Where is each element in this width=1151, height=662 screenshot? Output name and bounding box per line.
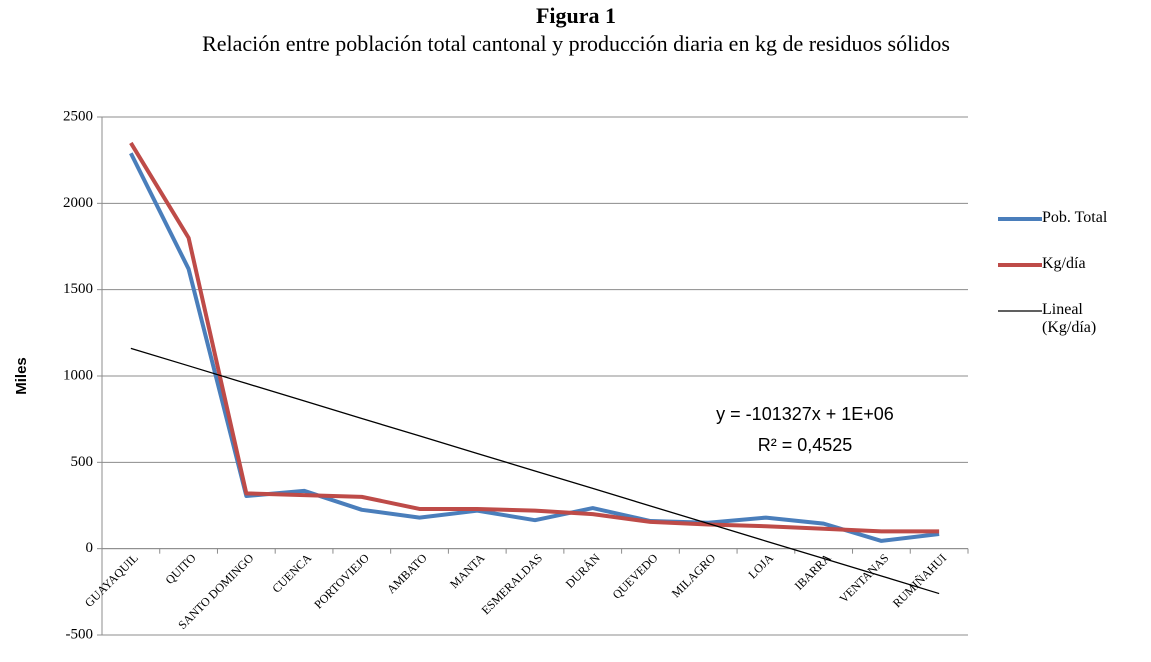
series-line <box>129 141 940 534</box>
annotation: R² = 0,4525 <box>758 435 853 455</box>
legend-entry: Kg/día <box>1042 255 1086 272</box>
y-tick-label: 500 <box>71 454 94 470</box>
x-tick-label: MILAGRO <box>669 551 719 601</box>
series-line <box>130 347 940 595</box>
y-tick-label: 1000 <box>63 367 93 383</box>
x-tick-label: CUENCA <box>269 551 314 596</box>
y-tick-label: 2000 <box>63 195 93 211</box>
legend-label: Kg/día <box>1042 255 1086 272</box>
x-tick-label: GUAYAQUIL <box>82 551 141 610</box>
annotation: y = -101327x + 1E+06 <box>716 404 894 424</box>
x-tick-label: PORTOVIEJO <box>311 551 372 612</box>
x-tick-label: QUITO <box>163 551 199 587</box>
y-axis-label: Miles <box>13 357 30 395</box>
x-tick-label: IBARRA <box>792 551 834 593</box>
y-tick-label: 0 <box>86 540 94 556</box>
x-tick-label: VENTANAS <box>837 551 892 606</box>
x-tick-label: AMBATO <box>384 551 430 597</box>
y-tick-label: -500 <box>66 626 94 642</box>
y-tick-label: 1500 <box>63 281 93 297</box>
chart-title: Figura 1 <box>536 3 616 28</box>
x-tick-label: DURÁN <box>563 551 603 591</box>
legend-entry: Pob. Total <box>1042 209 1108 226</box>
x-tick-label: ESMERALDAS <box>479 551 545 617</box>
legend-entry: Lineal (Kg/día) <box>1042 301 1097 336</box>
x-tick-label: RUMIÑAHUI <box>890 551 949 610</box>
chart-subtitle: Relación entre población total cantonal … <box>202 31 950 56</box>
x-tick-label: QUEVEDO <box>610 551 661 602</box>
x-tick-label: MANTA <box>447 551 488 592</box>
y-tick-label: 2500 <box>63 108 93 124</box>
x-tick-label: LOJA <box>745 551 776 582</box>
legend-label: Lineal (Kg/día) <box>1042 301 1097 336</box>
legend-label: Pob. Total <box>1042 209 1108 226</box>
series-line <box>129 152 940 543</box>
